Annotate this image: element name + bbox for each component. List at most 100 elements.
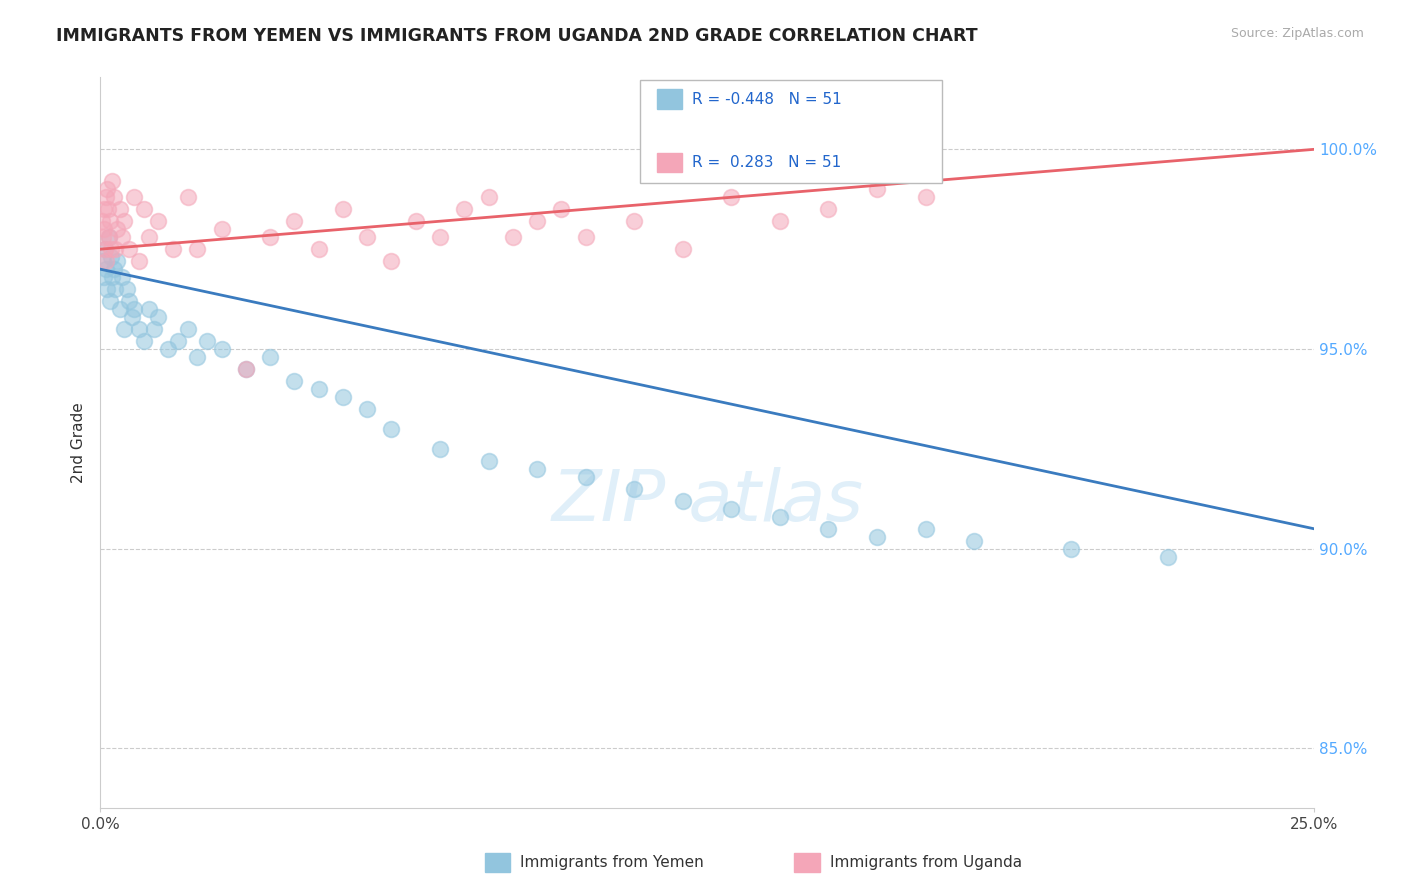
Point — [235, 362, 257, 376]
Point — [94, 242, 117, 256]
Point — [308, 382, 330, 396]
Point — [1157, 549, 1180, 564]
Point — [104, 242, 127, 256]
Point — [148, 310, 170, 324]
Point — [405, 214, 427, 228]
Point — [94, 242, 117, 256]
Point — [103, 190, 125, 204]
Text: IMMIGRANTS FROM YEMEN VS IMMIGRANTS FROM UGANDA 2ND GRADE CORRELATION CHART: IMMIGRANTS FROM YEMEN VS IMMIGRANTS FROM… — [56, 27, 977, 45]
Point — [118, 242, 141, 256]
Point — [235, 362, 257, 376]
Point — [720, 501, 742, 516]
Point — [132, 334, 155, 348]
Point — [148, 214, 170, 228]
Point — [623, 482, 645, 496]
Point — [186, 350, 208, 364]
Point — [575, 230, 598, 244]
Text: ZIP atlas: ZIP atlas — [551, 467, 863, 536]
Point — [100, 242, 122, 256]
Point — [93, 270, 115, 285]
Text: Immigrants from Yemen: Immigrants from Yemen — [520, 855, 704, 870]
Point — [429, 442, 451, 456]
Point — [91, 230, 114, 244]
Point — [356, 401, 378, 416]
Point — [90, 214, 112, 228]
Point — [111, 230, 134, 244]
Point — [211, 222, 233, 236]
Point — [96, 254, 118, 268]
Point — [914, 190, 936, 204]
Point — [93, 222, 115, 236]
Point — [122, 190, 145, 204]
Point — [101, 174, 124, 188]
Point — [118, 294, 141, 309]
Point — [283, 214, 305, 228]
Text: R =  0.283   N = 51: R = 0.283 N = 51 — [692, 155, 841, 169]
Point — [769, 509, 792, 524]
Point — [121, 310, 143, 324]
Point — [575, 470, 598, 484]
Point — [308, 242, 330, 256]
Point — [93, 202, 115, 217]
Point — [98, 294, 121, 309]
Text: Source: ZipAtlas.com: Source: ZipAtlas.com — [1230, 27, 1364, 40]
Y-axis label: 2nd Grade: 2nd Grade — [72, 402, 86, 483]
Point — [103, 262, 125, 277]
Point — [817, 202, 839, 217]
Point — [380, 254, 402, 268]
Point — [94, 262, 117, 277]
Point — [98, 214, 121, 228]
Point — [105, 254, 128, 268]
Point — [550, 202, 572, 217]
Point — [526, 214, 548, 228]
Point — [1060, 541, 1083, 556]
Text: R = -0.448   N = 51: R = -0.448 N = 51 — [692, 92, 842, 106]
Point — [195, 334, 218, 348]
Point — [132, 202, 155, 217]
Point — [104, 282, 127, 296]
Point — [866, 182, 889, 196]
Point — [105, 222, 128, 236]
Point — [162, 242, 184, 256]
Point — [115, 282, 138, 296]
Point — [502, 230, 524, 244]
Point — [429, 230, 451, 244]
Point — [478, 454, 501, 468]
Point — [259, 350, 281, 364]
Point — [142, 322, 165, 336]
Text: Immigrants from Uganda: Immigrants from Uganda — [830, 855, 1022, 870]
Point — [166, 334, 188, 348]
Point — [283, 374, 305, 388]
Point — [122, 302, 145, 317]
Point — [332, 202, 354, 217]
Point — [108, 302, 131, 317]
Point — [769, 214, 792, 228]
Point — [100, 250, 122, 264]
Point — [914, 522, 936, 536]
Point — [97, 202, 120, 217]
Point — [332, 390, 354, 404]
Point — [101, 270, 124, 285]
Point — [91, 254, 114, 268]
Point — [526, 462, 548, 476]
Point — [453, 202, 475, 217]
Point — [97, 230, 120, 244]
Point — [138, 230, 160, 244]
Point — [356, 230, 378, 244]
Point — [97, 230, 120, 244]
Point — [380, 422, 402, 436]
Point — [176, 322, 198, 336]
Point — [96, 282, 118, 296]
Point — [259, 230, 281, 244]
Point — [112, 322, 135, 336]
Point — [817, 522, 839, 536]
Point — [623, 214, 645, 228]
Point — [478, 190, 501, 204]
Point — [128, 254, 150, 268]
Point — [96, 182, 118, 196]
Point — [963, 533, 986, 548]
Point — [176, 190, 198, 204]
Point — [866, 530, 889, 544]
Point — [186, 242, 208, 256]
Point — [157, 342, 180, 356]
